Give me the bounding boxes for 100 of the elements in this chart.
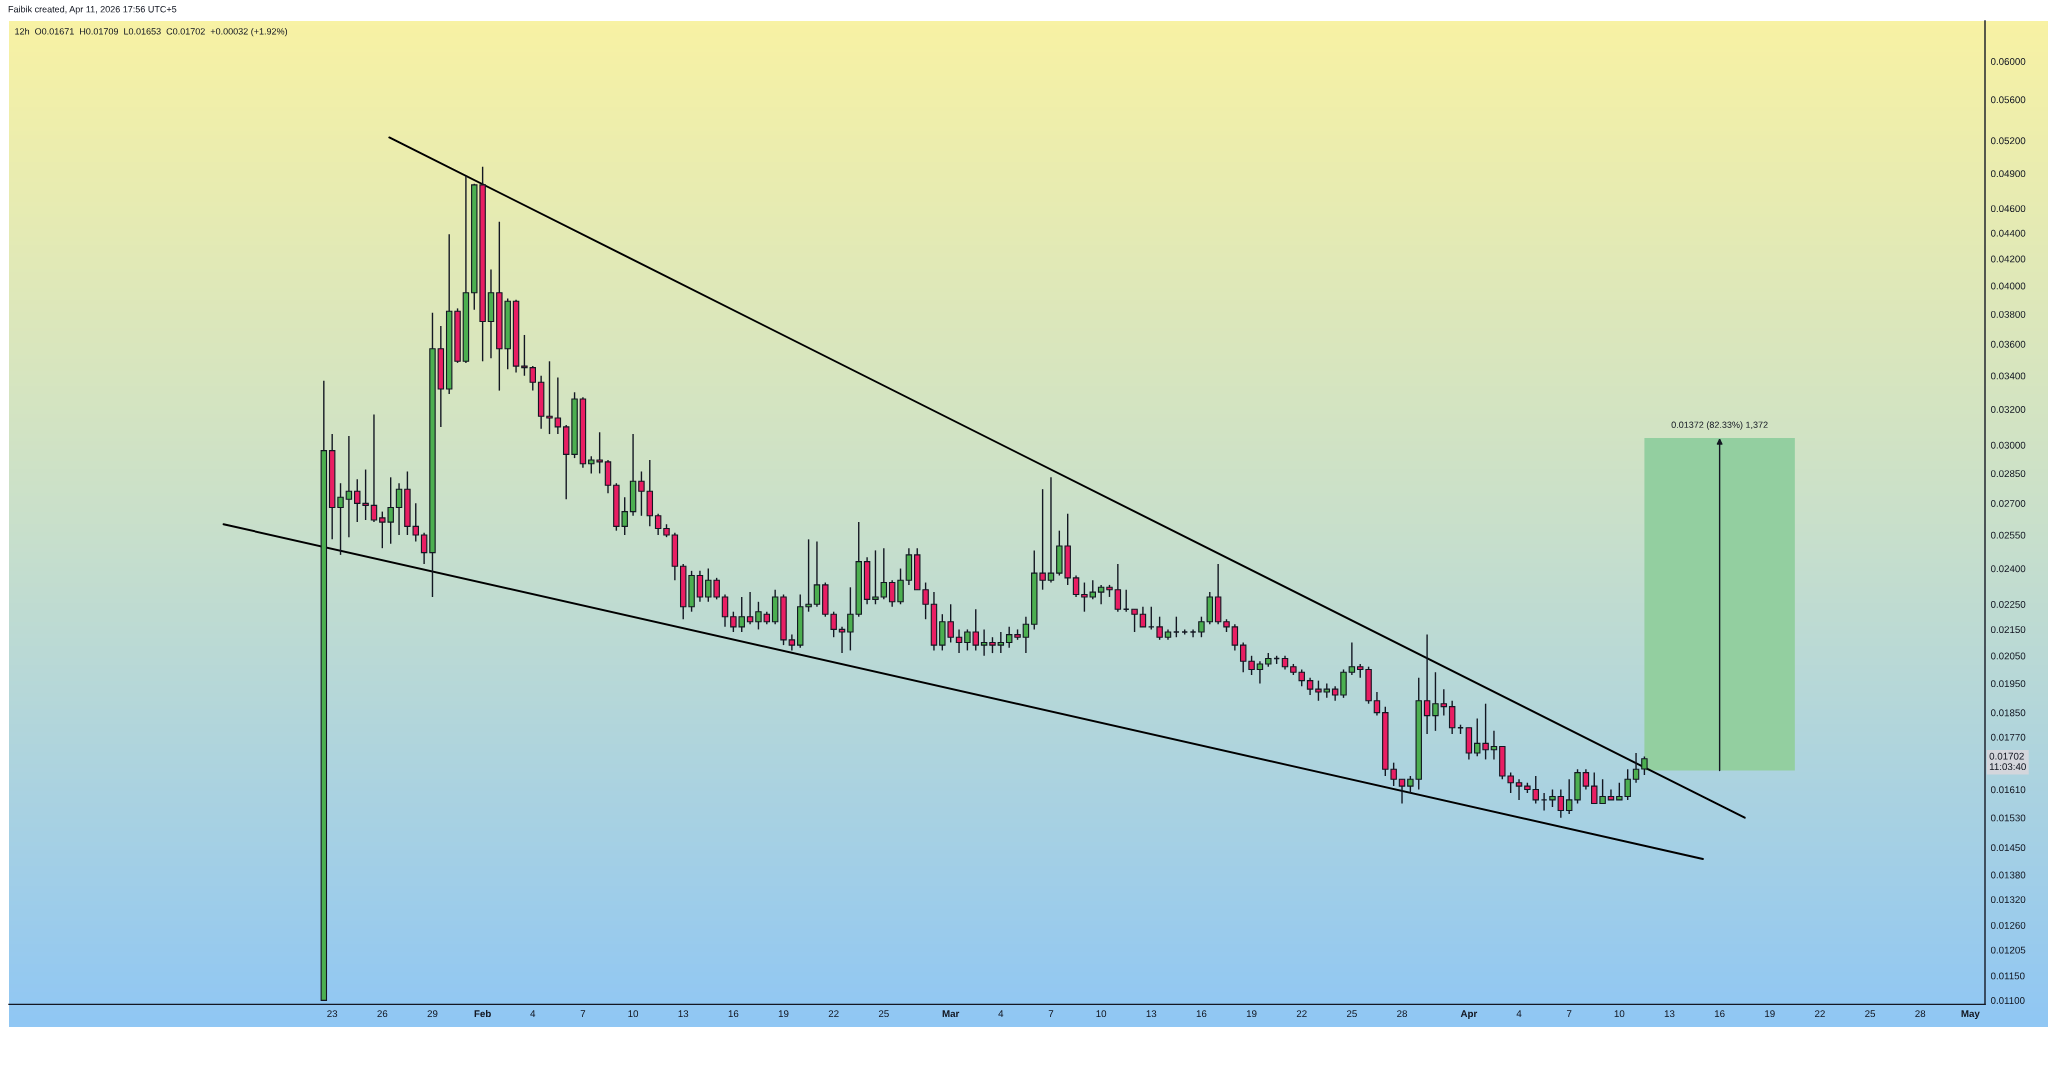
y-tick-label: 0.05600 [1990, 96, 2026, 104]
x-tick-label: 4 [1516, 1010, 1522, 1017]
x-tick-label: Apr [1460, 1010, 1478, 1020]
candlestick [345, 435, 353, 538]
y-tick-label: 0.03200 [1990, 406, 2026, 413]
x-tick-label: 25 [1346, 1010, 1357, 1018]
x-tick-label: 19 [778, 1010, 789, 1018]
y-tick-label: 0.03000 [1990, 441, 2026, 449]
x-tick-label: 7 [1048, 1010, 1054, 1017]
candlestick [1114, 563, 1122, 613]
text: 0.01702 11:03:40 [1989, 752, 2026, 771]
text: Faibik created, Apr 11, 2026 17:56 UTC+5 [8, 5, 177, 15]
y-tick-label: 0.01380 [1990, 871, 2026, 879]
candlestick [1423, 633, 1431, 735]
candlestick [1072, 574, 1080, 598]
candlestick [1398, 778, 1406, 805]
candlestick [1131, 608, 1138, 633]
candlestick [654, 512, 662, 536]
y-tick-label: 0.04900 [1990, 170, 2026, 178]
x-tick-label: Feb [474, 1009, 491, 1018]
y-tick-label: 0.03800 [1990, 310, 2026, 318]
y-tick-label: 0.05200 [1990, 137, 2026, 145]
x-tick-label: 10 [1096, 1010, 1107, 1018]
candlestick [1156, 616, 1163, 641]
x-tick-label: 25 [1865, 1010, 1876, 1018]
candlestick [1373, 691, 1381, 717]
y-tick-label: 0.03600 [1990, 340, 2026, 348]
candlestick [955, 628, 963, 654]
x-tick-label: 28 [1397, 1010, 1408, 1018]
x-tick-label: 19 [1765, 1010, 1775, 1018]
x-tick-label: 22 [828, 1010, 839, 1017]
y-tick-label: 0.01530 [1990, 814, 2026, 822]
y-tick-label: 0.02850 [1990, 470, 2026, 478]
x-tick-label: 28 [1915, 1010, 1926, 1018]
y-tick-label: 0.01450 [1990, 844, 2026, 852]
y-tick-label: 0.04000 [1990, 282, 2026, 290]
x-tick-label: 19 [1246, 1010, 1257, 1018]
x-tick-label: Mar [942, 1010, 960, 1018]
x-tick-label: 10 [1614, 1010, 1625, 1018]
x-tick-label: 13 [678, 1010, 689, 1018]
candlestick [420, 532, 428, 565]
y-tick-label: 0.01770 [1990, 733, 2026, 741]
y-tick-label: 0.01950 [1990, 680, 2026, 688]
candlestick [604, 459, 612, 494]
candlestick [1340, 668, 1347, 699]
y-tick-label: 0.03400 [1990, 372, 2026, 380]
candlestick [696, 570, 704, 603]
candlestick [1097, 584, 1105, 605]
x-tick-label: May [1961, 1010, 1980, 1020]
x-tick-label: 13 [1664, 1010, 1675, 1018]
candlestick [838, 626, 846, 654]
x-tick-label: 22 [1296, 1010, 1307, 1017]
candlestick [395, 482, 403, 536]
candlestick [721, 593, 729, 628]
x-tick-label: 16 [1196, 1010, 1207, 1018]
candlestick [897, 567, 904, 605]
candlestick [980, 628, 988, 657]
y-tick-label: 0.02400 [1990, 565, 2026, 573]
candlestick [746, 591, 754, 625]
y-tick-label: 0.04600 [1990, 205, 2026, 213]
y-tick-label: 0.01320 [1990, 896, 2026, 904]
y-tick-label: 0.02250 [1990, 601, 2026, 608]
candlestick [888, 579, 896, 608]
x-tick-label: 4 [530, 1010, 536, 1017]
y-tick-label: 0.06000 [1990, 58, 2026, 65]
x-tick-label: 4 [998, 1010, 1004, 1017]
y-tick-label: 0.02050 [1990, 652, 2026, 660]
x-tick-label: 29 [427, 1010, 438, 1018]
x-tick-label: 23 [327, 1010, 338, 1018]
y-tick-label: 0.04400 [1990, 229, 2026, 237]
candlestick [546, 360, 553, 435]
y-tick-label: 0.01100 [1990, 997, 2025, 1004]
text: 12h O0.01671 H0.01709 L0.01653 C0.01702 +0.00032 (+1.92%) [15, 27, 288, 37]
candlestick [1139, 606, 1147, 628]
candlestick [1256, 660, 1264, 685]
candlestick [1047, 476, 1055, 584]
x-tick-label: 10 [628, 1010, 639, 1018]
y-tick-label: 0.01850 [1990, 709, 2026, 717]
candlestick [813, 540, 821, 608]
candlestick [1448, 700, 1456, 735]
candlestick [997, 631, 1005, 654]
data-label: 0.01372 (82.33%) 1,372 [1671, 421, 1768, 430]
candlestick [1632, 752, 1640, 784]
candlestick [1231, 623, 1239, 652]
x-tick-label: 7 [580, 1010, 586, 1017]
y-tick-label: 0.02700 [1990, 500, 2026, 507]
candlestick [1582, 768, 1590, 791]
candlestick [1557, 788, 1565, 819]
candlestick [1641, 755, 1648, 776]
candlestick [370, 413, 378, 523]
candlestick [554, 376, 562, 435]
y-tick-label: 0.01150 [1990, 972, 2025, 980]
x-tick-label: 16 [728, 1010, 739, 1018]
candlestick [1022, 616, 1030, 654]
candlestick [1515, 778, 1523, 801]
x-tick-label: 16 [1714, 1010, 1725, 1018]
y-tick-label: 0.02550 [1990, 531, 2026, 539]
y-tick-label: 0.02150 [1990, 626, 2026, 634]
y-tick-label: 0.01205 [1990, 946, 2026, 954]
x-tick-label: 25 [878, 1010, 889, 1018]
